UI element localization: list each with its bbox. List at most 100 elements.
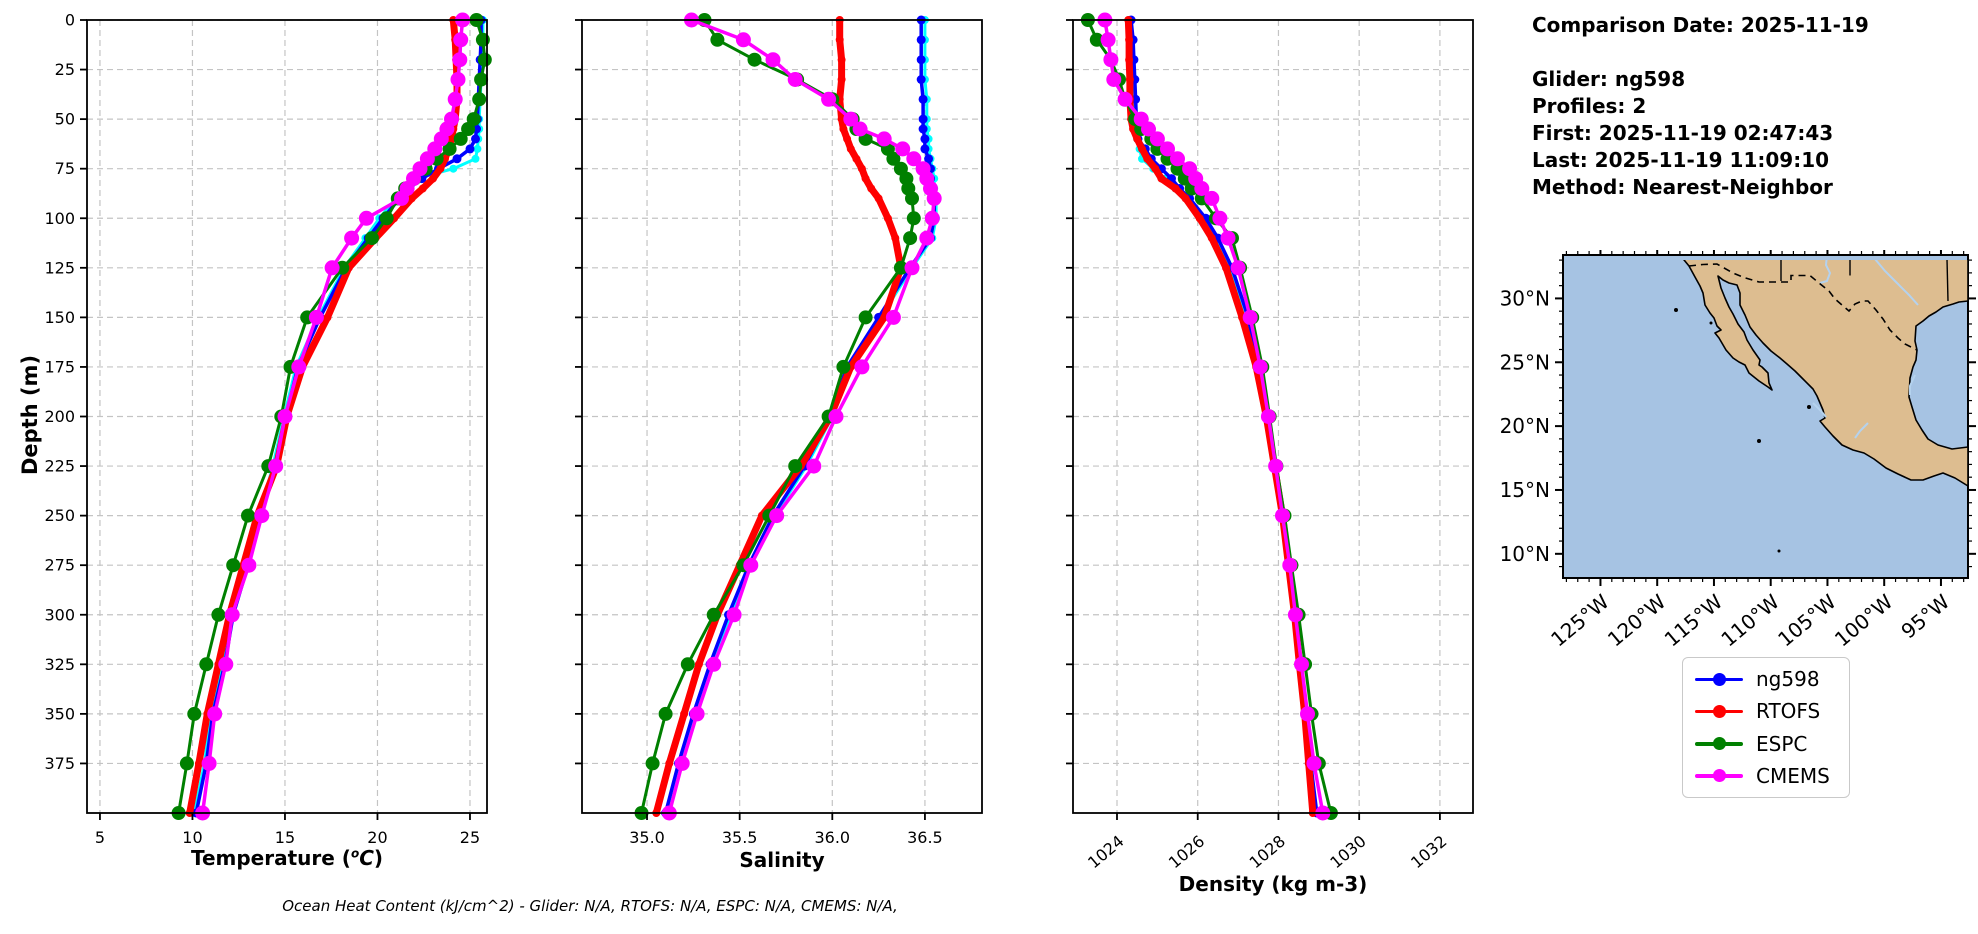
map-major-ticks	[1555, 250, 1976, 586]
svg-text:1032: 1032	[1407, 832, 1450, 873]
svg-text:150: 150	[44, 308, 75, 327]
svg-text:225: 225	[44, 457, 75, 476]
panel-temperature-xticks: 5 10 15 20 25	[95, 813, 480, 847]
series-legend: ng598 RTOFS ESPC CMEMS	[1682, 657, 1850, 798]
map-state-borders	[1780, 260, 1949, 302]
svg-text:50: 50	[55, 110, 75, 129]
legend-line-icon	[1695, 672, 1743, 686]
svg-text:100: 100	[44, 209, 75, 228]
legend-entry-cmems: CMEMS	[1683, 764, 1849, 788]
svg-text:35.5: 35.5	[722, 828, 758, 847]
svg-text:20: 20	[367, 828, 387, 847]
series-CMEMS-temperature	[195, 12, 471, 821]
map-frame	[1562, 254, 1969, 579]
legend-entry-espc: ESPC	[1683, 732, 1849, 756]
depth-axis-label: Depth (m)	[18, 354, 42, 476]
map-minor-ticks	[1559, 251, 1972, 582]
panel-density: 1024 1026 1028 1030 1032	[1066, 12, 1474, 872]
panel-density-xticks: 1024 1026 1028 1030 1032	[1084, 813, 1450, 872]
series-CMEMS-salinity	[661, 12, 942, 821]
svg-text:35.0: 35.0	[629, 828, 665, 847]
ocean-heat-content-caption: Ocean Heat Content (kJ/cm^2) - Glider: N…	[282, 897, 898, 915]
svg-text:1030: 1030	[1326, 832, 1369, 873]
panel-temperature-yticks: 0 25 50 75 100 125 150 175 200 225 250 275 300 325 350…	[44, 11, 87, 773]
svg-text:125: 125	[44, 258, 75, 277]
last-time-line: Last: 2025-11-19 11:09:10	[1532, 148, 1830, 172]
legend-line-icon	[1695, 704, 1743, 718]
legend-label: RTOFS	[1756, 699, 1821, 724]
panel-temperature: 5 10 15 20 250255075100125150175200225250275…	[44, 11, 492, 847]
panel-temperature-series	[171, 12, 492, 821]
legend-label: ng598	[1756, 667, 1820, 692]
comparison-date-line: Comparison Date: 2025-11-19	[1532, 13, 1869, 37]
first-time-line: First: 2025-11-19 02:47:43	[1532, 121, 1834, 145]
comparison-info-panel: Comparison Date: 2025-11-19 Glider: ng59…	[1532, 12, 1972, 201]
svg-text:15°N: 15°N	[1500, 478, 1550, 502]
map-lat-labels: 30°N 25°N 20°N 15°N 10°N	[1500, 286, 1550, 565]
map-islands	[1674, 308, 1811, 553]
svg-text:175: 175	[44, 357, 75, 376]
map-land-group	[1683, 260, 1969, 487]
panel-density-yticks	[1066, 19, 1073, 765]
map-us-mexico-border	[1688, 263, 1918, 351]
svg-text:200: 200	[44, 407, 75, 426]
svg-text:25: 25	[55, 60, 75, 79]
svg-text:25°N: 25°N	[1500, 350, 1550, 374]
svg-text:20°N: 20°N	[1500, 414, 1550, 438]
svg-text:120°W: 120°W	[1603, 589, 1671, 650]
temperature-axis-label-text: Temperature (	[190, 846, 351, 870]
panel-salinity-yticks	[575, 19, 582, 765]
spacer-line	[1532, 39, 1972, 66]
svg-text:105°W: 105°W	[1773, 589, 1841, 650]
panel-salinity: 35.0 35.5 36.0 36.5	[575, 12, 983, 847]
svg-text:110°W: 110°W	[1716, 589, 1784, 650]
profiles-line: Profiles: 2	[1532, 94, 1647, 118]
svg-text:0: 0	[65, 11, 75, 30]
temperature-axis-label: Temperature (oC)	[87, 846, 487, 870]
legend-line-icon	[1695, 737, 1743, 751]
map-rivers	[1812, 260, 1919, 439]
svg-text:5: 5	[95, 828, 105, 847]
method-line: Method: Nearest-Neighbor	[1532, 175, 1833, 199]
legend-label: CMEMS	[1756, 763, 1830, 788]
legend-entry-ng598: ng598	[1683, 667, 1849, 691]
panel-temperature-grid	[87, 19, 487, 813]
panel-density-series	[1080, 12, 1338, 821]
svg-text:100°W: 100°W	[1830, 589, 1898, 650]
glider-line: Glider: ng598	[1532, 67, 1686, 91]
legend-entry-rtofs: RTOFS	[1683, 699, 1849, 723]
legend-label: ESPC	[1756, 731, 1808, 756]
degree-superscript: o	[350, 846, 360, 861]
svg-text:10: 10	[182, 828, 202, 847]
svg-text:25: 25	[460, 828, 480, 847]
svg-text:30°N: 30°N	[1500, 286, 1550, 310]
svg-text:1024: 1024	[1084, 832, 1127, 873]
panel-density-grid	[1073, 19, 1473, 813]
svg-text:250: 250	[44, 506, 75, 525]
svg-text:115°W: 115°W	[1660, 589, 1728, 650]
svg-text:350: 350	[44, 704, 75, 723]
svg-text:95°W: 95°W	[1896, 589, 1954, 643]
series-ESPC-density	[1080, 13, 1338, 820]
temperature-axis-label-close: )	[373, 846, 384, 870]
celsius-symbol: C	[359, 846, 374, 870]
svg-text:1026: 1026	[1165, 832, 1208, 873]
series-CMEMS-density	[1097, 12, 1331, 821]
svg-text:36.5: 36.5	[907, 828, 943, 847]
location-map: 30°N 25°N 20°N 15°N 10°N 125°W120°W115°W110°W…	[1500, 250, 1976, 650]
legend-line-icon	[1695, 769, 1743, 783]
svg-text:15: 15	[275, 828, 295, 847]
svg-text:36.0: 36.0	[814, 828, 850, 847]
panel-salinity-xticks: 35.0 35.5 36.0 36.5	[629, 813, 943, 847]
svg-text:10°N: 10°N	[1500, 542, 1550, 566]
svg-text:300: 300	[44, 605, 75, 624]
svg-text:325: 325	[44, 655, 75, 674]
svg-text:125°W: 125°W	[1546, 589, 1614, 650]
salinity-axis-label: Salinity	[739, 848, 825, 872]
svg-text:75: 75	[55, 159, 75, 178]
svg-text:1028: 1028	[1246, 832, 1289, 873]
svg-text:375: 375	[44, 754, 75, 773]
